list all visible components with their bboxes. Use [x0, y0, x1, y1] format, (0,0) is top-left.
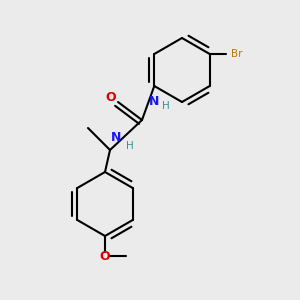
Text: Br: Br — [231, 49, 242, 59]
Text: H: H — [127, 141, 134, 151]
Text: O: O — [100, 250, 110, 263]
Text: N: N — [149, 95, 160, 108]
Text: O: O — [106, 91, 116, 103]
Text: N: N — [111, 131, 122, 144]
Text: H: H — [162, 101, 170, 111]
